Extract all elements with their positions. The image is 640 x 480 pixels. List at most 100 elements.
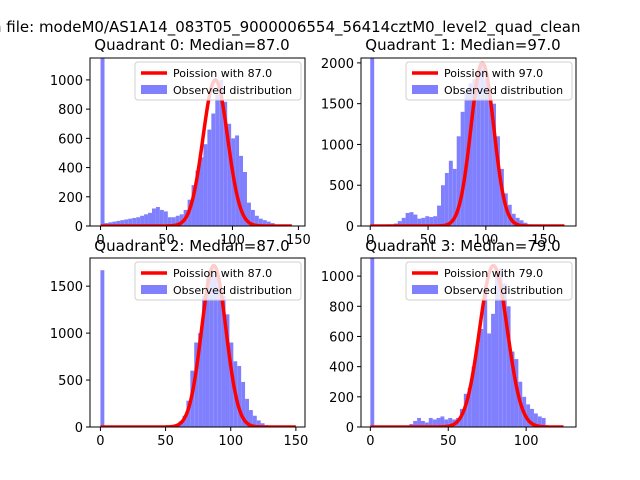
x-tick-label: 50: [158, 233, 175, 248]
y-tick-label: 0: [75, 421, 83, 436]
histogram-bar: [112, 221, 117, 226]
histogram-bar: [262, 220, 267, 226]
legend-label-poisson: Poission with 87.0: [173, 267, 272, 280]
y-tick-label: 500: [329, 179, 354, 194]
legend-box: [405, 261, 573, 301]
histogram-bar: [241, 381, 246, 427]
histogram-bar: [502, 283, 507, 427]
histogram-bar: [468, 83, 473, 226]
histogram-bar: [448, 160, 453, 226]
y-tick-label: 600: [329, 330, 354, 345]
histogram-bar: [440, 416, 445, 427]
y-tick-label: 600: [58, 132, 83, 147]
histogram-bar: [515, 217, 520, 226]
histogram-bar: [444, 172, 449, 226]
quadrant-0-title: Quadrant 0: Median=87.0: [94, 36, 289, 54]
histogram-bar: [260, 423, 265, 427]
histogram-bar: [444, 419, 449, 427]
y-tick-label: 0: [75, 220, 83, 235]
plot-area: [369, 58, 566, 226]
x-tick-label: 150: [283, 434, 308, 449]
legend-label-observed: Observed distribution: [173, 84, 292, 97]
plot-area: [369, 258, 565, 427]
histogram-bar: [428, 417, 433, 427]
histogram-bar: [487, 333, 492, 427]
x-tick-label: 50: [420, 233, 437, 248]
y-tick-label: 1000: [50, 327, 83, 342]
histogram-bar: [519, 220, 524, 226]
histogram-bar: [191, 185, 196, 226]
histogram-bar: [494, 276, 499, 427]
histogram-bar: [136, 217, 141, 226]
histogram-bar: [237, 365, 242, 427]
histogram-bar: [159, 209, 164, 226]
legend-label-observed: Observed distribution: [444, 84, 563, 97]
legend-label-observed: Observed distribution: [173, 284, 292, 297]
x-tick-label: 100: [473, 233, 498, 248]
histogram-bar: [483, 291, 488, 427]
histogram-bar: [496, 136, 500, 226]
legend-bar-swatch: [412, 85, 438, 94]
histogram-bar: [401, 217, 406, 226]
x-tick-label: 0: [96, 233, 104, 248]
histogram-bar: [219, 79, 224, 226]
legend-label-poisson: Poission with 87.0: [173, 67, 272, 80]
histogram-bar: [223, 101, 228, 226]
histogram-bar: [213, 276, 218, 427]
x-tick-label: 150: [286, 233, 311, 248]
histogram-bar: [491, 313, 495, 427]
histogram-bar: [132, 217, 137, 226]
histogram-bar: [215, 94, 220, 226]
legend-label-poisson: Poission with 79.0: [444, 267, 543, 280]
histogram-bar: [452, 168, 457, 226]
histogram-bar: [140, 215, 145, 226]
histogram-bar: [211, 113, 216, 226]
histogram-bar: [171, 217, 176, 226]
axes-frame: [360, 257, 577, 428]
histogram-bar: [155, 207, 160, 226]
histogram-bar: [203, 144, 208, 226]
histogram-bar: [202, 295, 206, 427]
histogram-bar: [207, 129, 212, 226]
histogram-bar: [124, 219, 129, 226]
y-tick-label: 200: [329, 391, 354, 406]
histogram-bar: [252, 415, 257, 427]
histogram-bar: [100, 270, 105, 427]
histogram-bar: [235, 135, 240, 226]
histogram-bar: [476, 71, 481, 226]
histogram-bar: [175, 215, 180, 226]
x-tick-label: 0: [366, 434, 374, 449]
histogram-bar: [541, 417, 546, 427]
histogram-bar: [205, 276, 210, 427]
histogram-bar: [471, 366, 476, 427]
histogram-bar: [248, 410, 253, 427]
legend-bar-swatch: [141, 285, 167, 294]
histogram-bar: [227, 123, 232, 226]
histogram-bar: [420, 420, 425, 427]
histogram-bar: [533, 413, 538, 427]
histogram-bar: [456, 136, 461, 226]
histogram-bar: [437, 205, 441, 226]
y-tick-label: 400: [58, 162, 83, 177]
histogram-bar: [480, 62, 485, 226]
histogram-bar: [413, 420, 418, 427]
histogram-bar: [370, 58, 375, 226]
y-tick-label: 1000: [321, 138, 354, 153]
y-tick-label: 0: [346, 220, 354, 235]
x-tick-label: 100: [514, 434, 539, 449]
histogram-bar: [475, 344, 480, 427]
y-tick-label: 1000: [321, 270, 354, 285]
axes-frame: [360, 57, 577, 227]
histogram-bar: [530, 408, 534, 427]
y-tick-label: 2000: [321, 57, 354, 72]
histogram-bar: [425, 216, 430, 226]
quadrant-0-panel: 0 50 100 150 0 200 400 600 800 1000 Poission with …: [50, 36, 311, 248]
histogram-bar: [492, 103, 497, 226]
histogram-bar: [144, 214, 149, 226]
legend-box: [405, 61, 573, 101]
histogram-bar: [484, 79, 489, 226]
histogram-bar: [179, 214, 184, 226]
histogram-bar: [198, 333, 203, 427]
